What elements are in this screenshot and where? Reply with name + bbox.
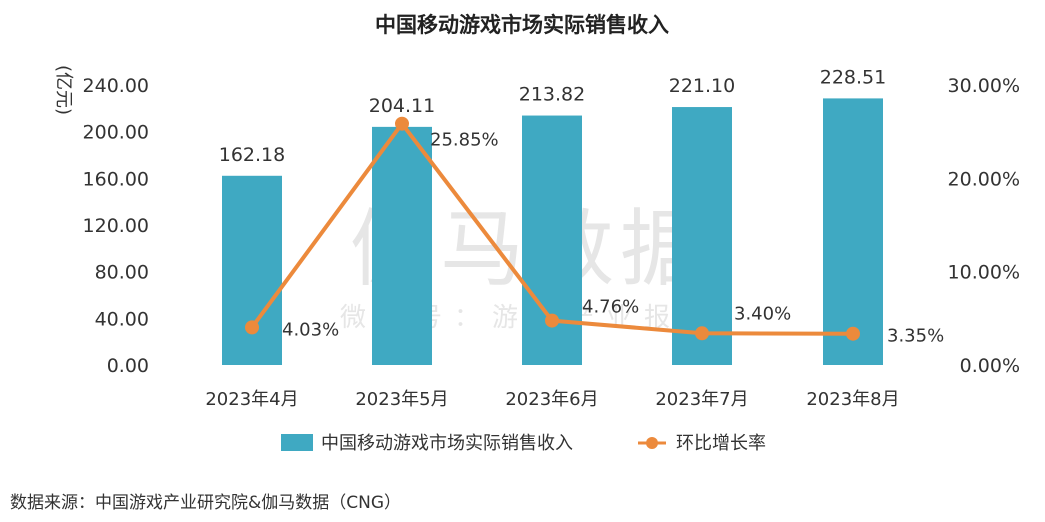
bar-value-label: 162.18 [219,144,285,166]
line-value-label: 4.03% [282,319,339,340]
bar-value-label: 221.10 [669,75,735,97]
y-axis-unit: (亿元) [53,65,74,115]
y-left-tick-label: 200.00 [83,122,149,144]
bar-series: 162.18 204.11 213.82 221.10 228.51 [219,66,886,366]
line-value-label: 3.40% [734,303,791,324]
x-tick-label: 2023年7月 [655,389,748,410]
y-left-tick-label: 80.00 [95,262,149,284]
line-point [395,116,409,131]
y-left-tick-label: 120.00 [83,215,149,237]
y-right-tick-label: 20.00% [948,168,1020,190]
line-point [245,320,259,335]
x-axis: 2023年4月 2023年5月 2023年6月 2023年7月 2023年8月 [205,389,899,410]
legend-bar-swatch [281,434,313,451]
x-tick-label: 2023年4月 [205,389,298,410]
x-tick-label: 2023年6月 [505,389,598,410]
bar-value-label: 228.51 [820,66,886,88]
bar [823,98,883,365]
line-point [545,313,559,328]
y-left-tick-label: 160.00 [83,168,149,190]
bar [522,115,582,365]
y-axis-left: 0.00 40.00 80.00 120.00 160.00 200.00 240.00 [83,75,149,377]
bar [672,107,732,366]
legend-line-label: 环比增长率 [676,433,766,454]
x-tick-label: 2023年5月 [355,389,448,410]
line-series: 4.03% 25.85% 4.76% 3.40% 3.35% [245,116,944,347]
line-value-label: 3.35% [887,326,944,347]
chart-title: 中国移动游戏市场实际销售收入 [375,13,669,37]
data-source-note: 数据来源：中国游戏产业研究院&伽马数据（CNG） [10,493,402,513]
legend: 中国移动游戏市场实际销售收入 环比增长率 [281,433,766,454]
bar-value-label: 213.82 [519,84,585,106]
y-axis-right: 0.00% 10.00% 20.00% 30.00% [948,75,1020,377]
line-value-label: 25.85% [430,130,499,151]
legend-bar-label: 中国移动游戏市场实际销售收入 [321,433,573,454]
y-left-tick-label: 240.00 [83,75,149,97]
y-right-tick-label: 10.00% [948,262,1020,284]
y-right-tick-label: 30.00% [948,75,1020,97]
line-point [695,326,709,341]
y-left-tick-label: 40.00 [95,308,149,330]
y-left-tick-label: 0.00 [107,355,149,377]
line-point [846,326,860,341]
y-axis-unit-label: (亿元) [53,65,74,115]
bar-value-label: 204.11 [369,95,435,117]
x-tick-label: 2023年8月 [806,389,899,410]
y-right-tick-label: 0.00% [960,355,1020,377]
bar [372,126,432,365]
bar [222,175,282,365]
legend-line-marker [646,437,658,449]
line-value-label: 4.76% [582,297,639,318]
